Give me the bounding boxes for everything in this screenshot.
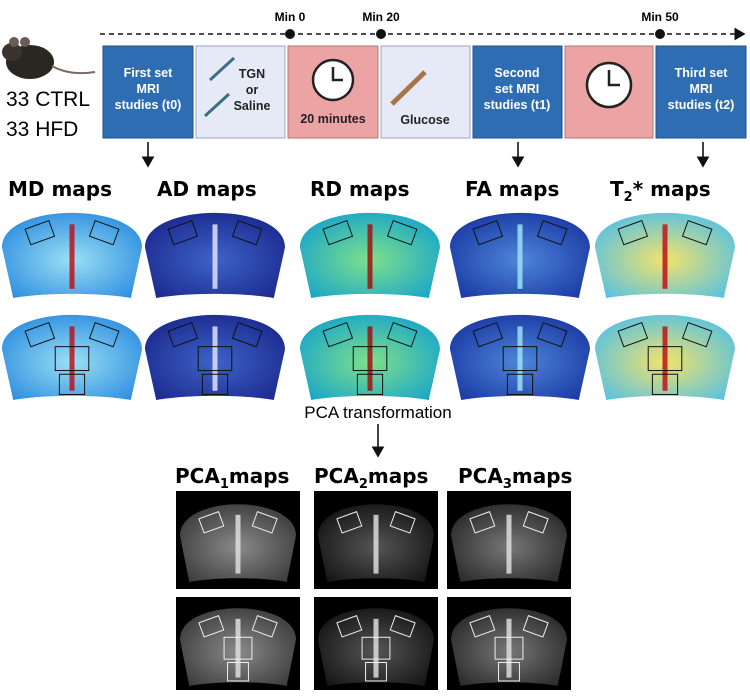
roi xyxy=(386,219,418,246)
map-title: PCA2maps xyxy=(314,464,428,492)
roi xyxy=(88,321,120,348)
roi xyxy=(651,373,679,395)
brain-feature xyxy=(662,326,668,391)
roi xyxy=(167,219,199,246)
roi xyxy=(389,511,416,534)
roi xyxy=(469,615,496,638)
syringe-icon xyxy=(203,56,427,118)
roi xyxy=(361,636,391,660)
roi xyxy=(617,219,649,246)
roi xyxy=(231,321,263,348)
brain-feature xyxy=(235,618,241,678)
roi xyxy=(681,321,713,348)
roi xyxy=(58,373,86,395)
roi xyxy=(494,636,524,660)
step-box xyxy=(564,45,654,139)
brain-feature xyxy=(235,514,241,574)
group-label: 33 HFD xyxy=(6,118,78,141)
roi xyxy=(322,219,354,246)
time-dot xyxy=(655,29,665,39)
roi xyxy=(227,661,249,682)
step-box xyxy=(655,45,747,139)
roi xyxy=(681,219,713,246)
brain-feature xyxy=(373,618,379,678)
brain-feature xyxy=(69,326,75,391)
roi xyxy=(506,373,534,395)
roi xyxy=(197,346,233,372)
step-box xyxy=(380,45,471,139)
step-box xyxy=(195,45,286,139)
roi xyxy=(617,321,649,348)
transform-label: PCA transformation xyxy=(304,403,451,422)
roi xyxy=(472,321,504,348)
step-text: 20 minutes xyxy=(300,112,365,126)
roi xyxy=(469,511,496,534)
roi xyxy=(167,321,199,348)
step-text: Glucose xyxy=(400,113,449,127)
mouse-icon xyxy=(2,37,96,79)
roi xyxy=(472,219,504,246)
brain-feature xyxy=(373,514,379,574)
roi xyxy=(365,661,387,682)
roi xyxy=(386,321,418,348)
roi xyxy=(356,373,384,395)
brain-feature xyxy=(212,326,218,391)
roi xyxy=(251,615,278,638)
roi xyxy=(389,615,416,638)
roi xyxy=(201,373,229,395)
map-title: FA maps xyxy=(465,177,559,201)
brain-feature xyxy=(506,618,512,678)
roi xyxy=(24,219,56,246)
map-title: PCA3maps xyxy=(458,464,572,492)
brain-feature xyxy=(506,514,512,574)
step-text: TGN or Saline xyxy=(234,67,271,113)
roi xyxy=(536,219,568,246)
map-title: AD maps xyxy=(157,177,257,201)
roi xyxy=(522,615,549,638)
map-title: T2* maps xyxy=(610,177,711,205)
step-text: First set MRI studies (t0) xyxy=(115,66,182,112)
roi xyxy=(198,511,225,534)
arrow xyxy=(141,142,710,458)
map-title: PCA1maps xyxy=(175,464,289,492)
step-box xyxy=(102,45,194,139)
group-label: 33 CTRL xyxy=(6,88,90,111)
time-label: Min 0 xyxy=(275,10,306,24)
roi xyxy=(251,511,278,534)
roi xyxy=(231,219,263,246)
roi xyxy=(352,346,388,372)
roi xyxy=(336,511,363,534)
brain-feature xyxy=(367,224,373,289)
roi xyxy=(322,321,354,348)
brain-feature xyxy=(69,224,75,289)
brain-feature xyxy=(212,224,218,289)
roi xyxy=(522,511,549,534)
brain-feature xyxy=(367,326,373,391)
map-title: MD maps xyxy=(8,177,112,201)
step-text: Second set MRI studies (t1) xyxy=(484,66,551,112)
time-label: Min 20 xyxy=(362,10,400,24)
step-text: Third set MRI studies (t2) xyxy=(668,66,735,112)
roi xyxy=(498,661,520,682)
roi xyxy=(24,321,56,348)
roi xyxy=(88,219,120,246)
time-dot xyxy=(376,29,386,39)
roi xyxy=(536,321,568,348)
time-dot xyxy=(285,29,295,39)
time-label: Min 50 xyxy=(641,10,679,24)
brain-feature xyxy=(517,326,523,391)
roi xyxy=(223,636,253,660)
step-box xyxy=(472,45,563,139)
roi xyxy=(336,615,363,638)
brain-feature xyxy=(662,224,668,289)
roi xyxy=(198,615,225,638)
roi xyxy=(502,346,538,372)
roi xyxy=(647,346,683,372)
brain-feature xyxy=(517,224,523,289)
map-title: RD maps xyxy=(310,177,410,201)
roi xyxy=(54,346,90,372)
clock-icon xyxy=(311,58,633,109)
